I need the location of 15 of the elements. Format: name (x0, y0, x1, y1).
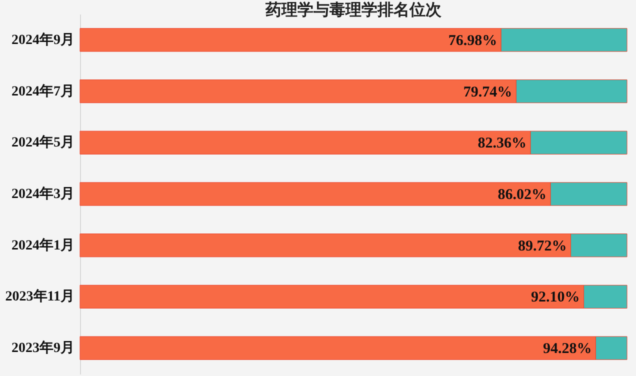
data-label: 76.98% (448, 32, 498, 49)
y-tick-label: 2023年11月 (5, 288, 74, 305)
data-label: 79.74% (463, 84, 512, 100)
y-tick-label: 2024年5月 (12, 134, 74, 151)
data-label: 82.36% (478, 136, 527, 152)
y-tick-label: 2024年1月 (12, 237, 74, 254)
y-tick-label: 2024年9月 (12, 32, 74, 48)
data-label: 94.28% (542, 341, 592, 358)
data-label: 86.02% (498, 187, 547, 203)
y-tick-label: 2024年7月 (12, 83, 74, 100)
chart-title: 药理学与毒理学排名位次 (264, 1, 442, 19)
data-label: 92.10% (531, 290, 580, 306)
y-tick-label: 2024年3月 (12, 186, 74, 202)
data-label: 89.72% (518, 238, 567, 254)
y-tick-label: 2023年9月 (12, 340, 74, 356)
